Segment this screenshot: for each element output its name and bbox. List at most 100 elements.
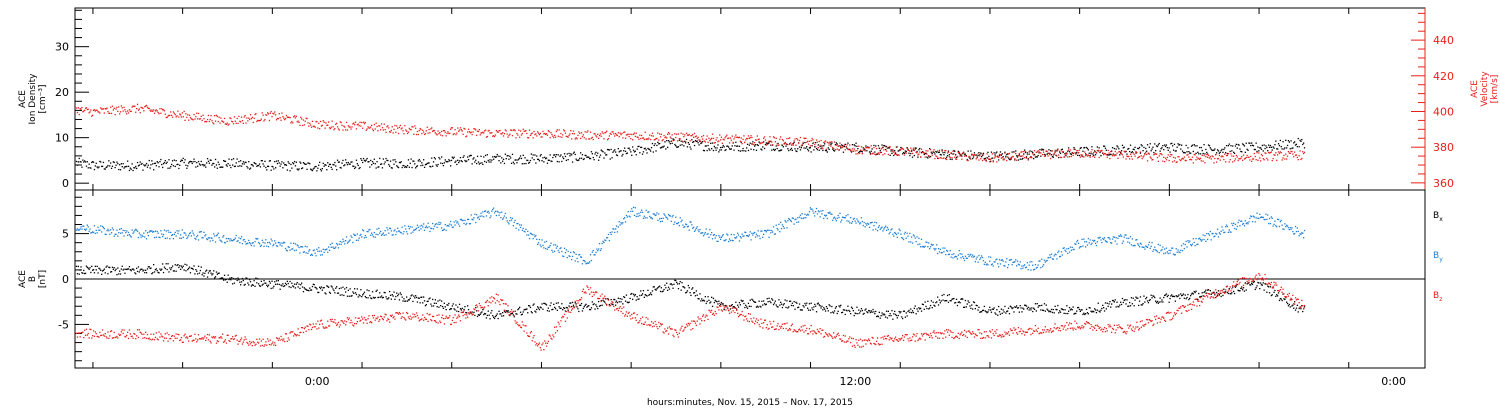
bx-point [845,309,847,311]
velocity-point [1153,154,1155,156]
bx-point [193,265,195,267]
bx-point [1146,300,1149,302]
bx-point [505,310,507,312]
velocity-point [820,139,822,142]
density-point [1116,145,1118,147]
density-point [263,165,265,167]
bx-point [207,272,210,274]
density-point [1148,146,1150,148]
velocity-point [1170,153,1172,156]
by-point [484,210,486,212]
bx-point [972,308,974,310]
bx-point [90,271,92,274]
bx-point [1205,289,1207,291]
density-point [758,141,760,143]
by-point [210,237,212,239]
density-point [1027,158,1029,160]
by-point [427,222,429,224]
velocity-point [626,134,628,136]
velocity-point [1122,156,1124,158]
velocity-point [1165,159,1168,161]
bx-point [807,309,810,311]
bx-point [285,284,288,286]
density-point [347,161,349,164]
velocity-point [874,153,876,155]
velocity-point [777,144,779,147]
bx-point [596,305,598,308]
density-point [268,160,271,162]
density-point [451,156,453,158]
by-point [653,213,655,215]
bx-point [1015,306,1017,308]
velocity-point [1020,151,1022,153]
by-point [657,219,659,221]
density-point [342,159,344,162]
density-point [1172,145,1174,147]
velocity-point [1173,160,1176,162]
density-point [182,157,184,159]
density-point [1227,145,1229,147]
density-point [711,142,714,144]
by-point [634,207,636,209]
velocity-point [553,136,555,139]
density-point [592,156,594,159]
bx-point [305,288,307,291]
density-point [323,165,325,167]
by-point [510,217,512,219]
bx-point [344,288,346,290]
density-point [571,154,573,156]
velocity-point [393,128,395,130]
velocity-point [1181,158,1183,160]
density-point [220,166,222,168]
velocity-point [593,133,595,135]
velocity-point [1190,159,1193,161]
density-point [999,151,1002,153]
density-point [873,144,875,147]
bx-point [663,288,665,291]
density-point [275,160,278,162]
density-point [768,142,770,144]
density-point [1049,152,1051,155]
velocity-point [159,108,161,110]
velocity-point [1109,157,1111,160]
velocity-point [1286,158,1288,160]
velocity-point [549,137,551,139]
velocity-point [1294,151,1296,153]
bx-point [1074,312,1076,315]
density-point [249,168,251,170]
velocity-point [133,105,135,107]
bx-point [1038,305,1040,307]
bx-point [1256,285,1258,287]
density-point [606,154,608,156]
density-point [787,148,789,150]
bx-point [1262,282,1264,284]
bx-point [702,300,704,302]
velocity-point [105,108,107,110]
density-point [692,141,694,143]
density-point [75,160,78,163]
density-point [273,168,275,170]
density-point [386,159,388,162]
density-point [846,147,848,149]
bx-point [561,303,563,305]
velocity-point [1203,154,1205,157]
velocity-point [240,116,243,118]
density-point [149,167,151,169]
density-point [995,152,997,154]
density-point [1078,154,1081,157]
velocity-point [212,122,214,124]
bx-point [467,305,469,307]
by-point [411,226,413,228]
bx-point [666,282,668,284]
velocity-point [662,139,664,141]
density-point [506,155,508,157]
by-point [432,228,435,230]
density-point [103,168,105,170]
velocity-point [1256,152,1258,154]
by-point [624,221,627,223]
bx-point [410,295,412,297]
by-point [351,236,353,238]
bx-point [952,298,954,300]
density-point [365,159,367,161]
velocity-point [1096,149,1098,152]
